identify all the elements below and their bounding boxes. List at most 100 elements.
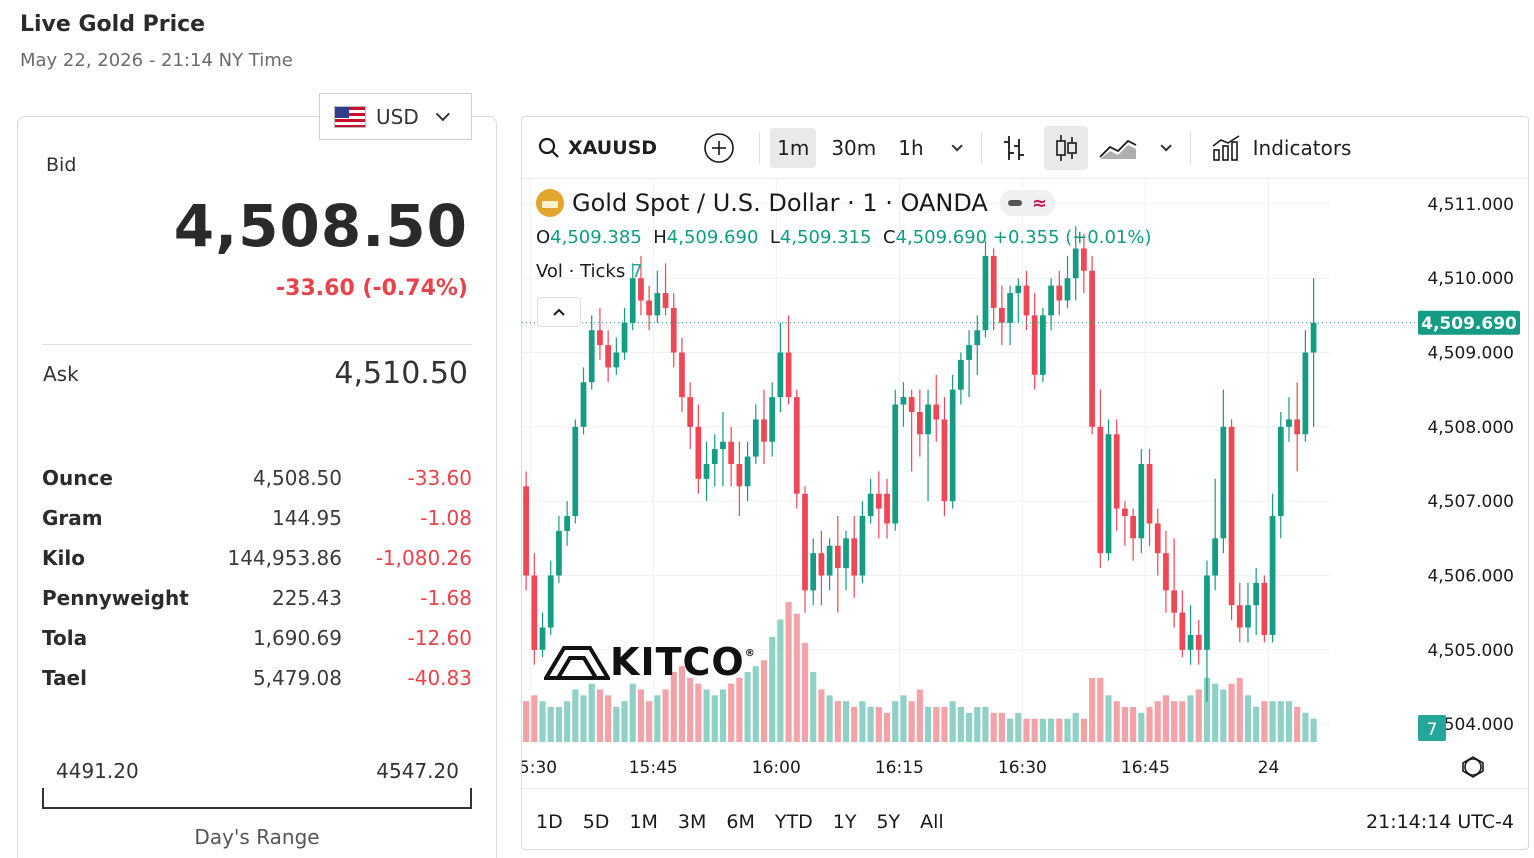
volume-bar (1146, 707, 1153, 742)
timeframe-30m[interactable]: 30m (831, 135, 877, 160)
candle-body (728, 441, 735, 464)
bar-chart-style-button[interactable] (992, 126, 1036, 170)
volume-bar (695, 683, 702, 742)
compare-button[interactable] (697, 126, 741, 170)
candle-body (1064, 278, 1071, 301)
timeframe-1m[interactable]: 1m (770, 127, 817, 168)
candle-body (859, 516, 866, 576)
chart-clock: 21:14:14 UTC-4 (1366, 811, 1514, 833)
volume-bar (1056, 718, 1063, 742)
range-5d[interactable]: 5D (582, 811, 610, 833)
candle-body (703, 464, 710, 479)
x-tick-label: 5:30 (522, 758, 557, 778)
currency-select[interactable]: USD (319, 93, 472, 140)
candle-body (908, 397, 915, 412)
candle-body (1023, 285, 1030, 316)
candle-body (1031, 315, 1038, 375)
range-1m[interactable]: 1M (629, 811, 658, 833)
timeframe-1h[interactable]: 1h (898, 135, 924, 160)
collapse-legend-button[interactable] (537, 297, 581, 327)
legend-visibility-toggle[interactable]: ≈ (999, 190, 1055, 216)
volume-bar (596, 689, 604, 742)
volume-bar (613, 707, 620, 742)
candle-body (1212, 538, 1219, 576)
candle-body (1310, 322, 1317, 353)
range-all[interactable]: All (920, 811, 944, 833)
symbol-label: XAUUSD (568, 136, 658, 159)
currency-value: USD (376, 104, 419, 129)
candle-body (900, 397, 907, 405)
range-ytd[interactable]: YTD (774, 811, 813, 833)
candle-body (802, 493, 808, 591)
days-range-low: 4491.20 (56, 759, 139, 783)
candle-body (580, 382, 587, 427)
candle-body (646, 300, 653, 316)
volume-bar (539, 701, 546, 742)
candle-body (605, 345, 612, 368)
candle-body (662, 293, 669, 308)
chevron-down-icon (435, 106, 450, 121)
y-tick-label: 4,510.000 (1427, 269, 1514, 289)
candle-body (588, 330, 595, 383)
chart-style-chevron-down-icon[interactable] (1160, 139, 1172, 152)
table-row: Tola 1,690.69 -12.60 (42, 618, 472, 658)
candle-body (1179, 612, 1186, 650)
candle-body (1015, 285, 1022, 294)
volume-bar (801, 642, 809, 742)
table-row: Pennyweight 225.43 -1.68 (42, 578, 472, 618)
range-5y[interactable]: 5Y (876, 811, 901, 833)
candle-body (933, 404, 940, 420)
candle-body (679, 352, 685, 398)
area-chart-style-button[interactable] (1096, 126, 1140, 170)
candle-body (1130, 516, 1136, 539)
indicators-button[interactable]: Indicators (1211, 134, 1351, 162)
volume-bar (900, 695, 907, 742)
unit-name: Tael (42, 666, 87, 690)
volume-bar (826, 695, 833, 742)
candle-body (547, 575, 554, 628)
timeframe-chevron-down-icon[interactable] (951, 139, 963, 152)
range-1y[interactable]: 1Y (832, 811, 857, 833)
range-1d[interactable]: 1D (536, 811, 563, 833)
candle-body (793, 397, 800, 494)
volume-bar (1310, 718, 1317, 742)
candle-body (1163, 553, 1169, 591)
ask-price: 4,510.50 (334, 356, 468, 391)
volume-bar (974, 707, 981, 742)
candle-body (1113, 434, 1120, 509)
volume-bar (1244, 695, 1252, 742)
candle-body (1236, 605, 1243, 628)
candle-body (834, 545, 841, 569)
volume-label: Vol · Ticks (536, 261, 626, 282)
volume-bar (1285, 701, 1293, 742)
volume-bar (1228, 683, 1235, 742)
candle-body (752, 419, 759, 457)
candle-body (916, 411, 923, 435)
candle-body (949, 389, 956, 502)
settings-icon (1464, 758, 1482, 776)
wave-icon: ≈ (1031, 192, 1047, 214)
candle-body (999, 307, 1005, 323)
unit-change: -12.60 (407, 626, 472, 650)
candlestick-chart[interactable]: 4,511.000 4,510.000 4,509.000 4,508.000 4,50… (522, 179, 1529, 787)
volume-bar (621, 701, 628, 742)
x-tick-label: 24 (1258, 758, 1280, 778)
range-3m[interactable]: 3M (677, 811, 707, 833)
bid-change: -33.60 (-0.74%) (276, 276, 468, 301)
volume-bar (654, 695, 661, 742)
range-buttons: 1D 5D 1M 3M 6M YTD 1Y 5Y All (536, 811, 964, 833)
candle-body (687, 397, 694, 427)
volume-bar (1236, 677, 1243, 742)
last-price-label: 4,509.690 (1421, 314, 1517, 334)
candle-chart-style-button[interactable] (1043, 125, 1088, 170)
candle-body (925, 404, 931, 435)
volume-bar (1187, 695, 1194, 742)
range-6m[interactable]: 6M (726, 811, 755, 833)
volume-bar (1039, 718, 1046, 742)
candle-body (867, 493, 874, 517)
volume-bar (1097, 677, 1104, 742)
plus-circle-icon (704, 132, 734, 163)
candle-body (572, 426, 579, 517)
search-icon (538, 137, 559, 158)
symbol-search[interactable]: XAUUSD (538, 137, 657, 159)
